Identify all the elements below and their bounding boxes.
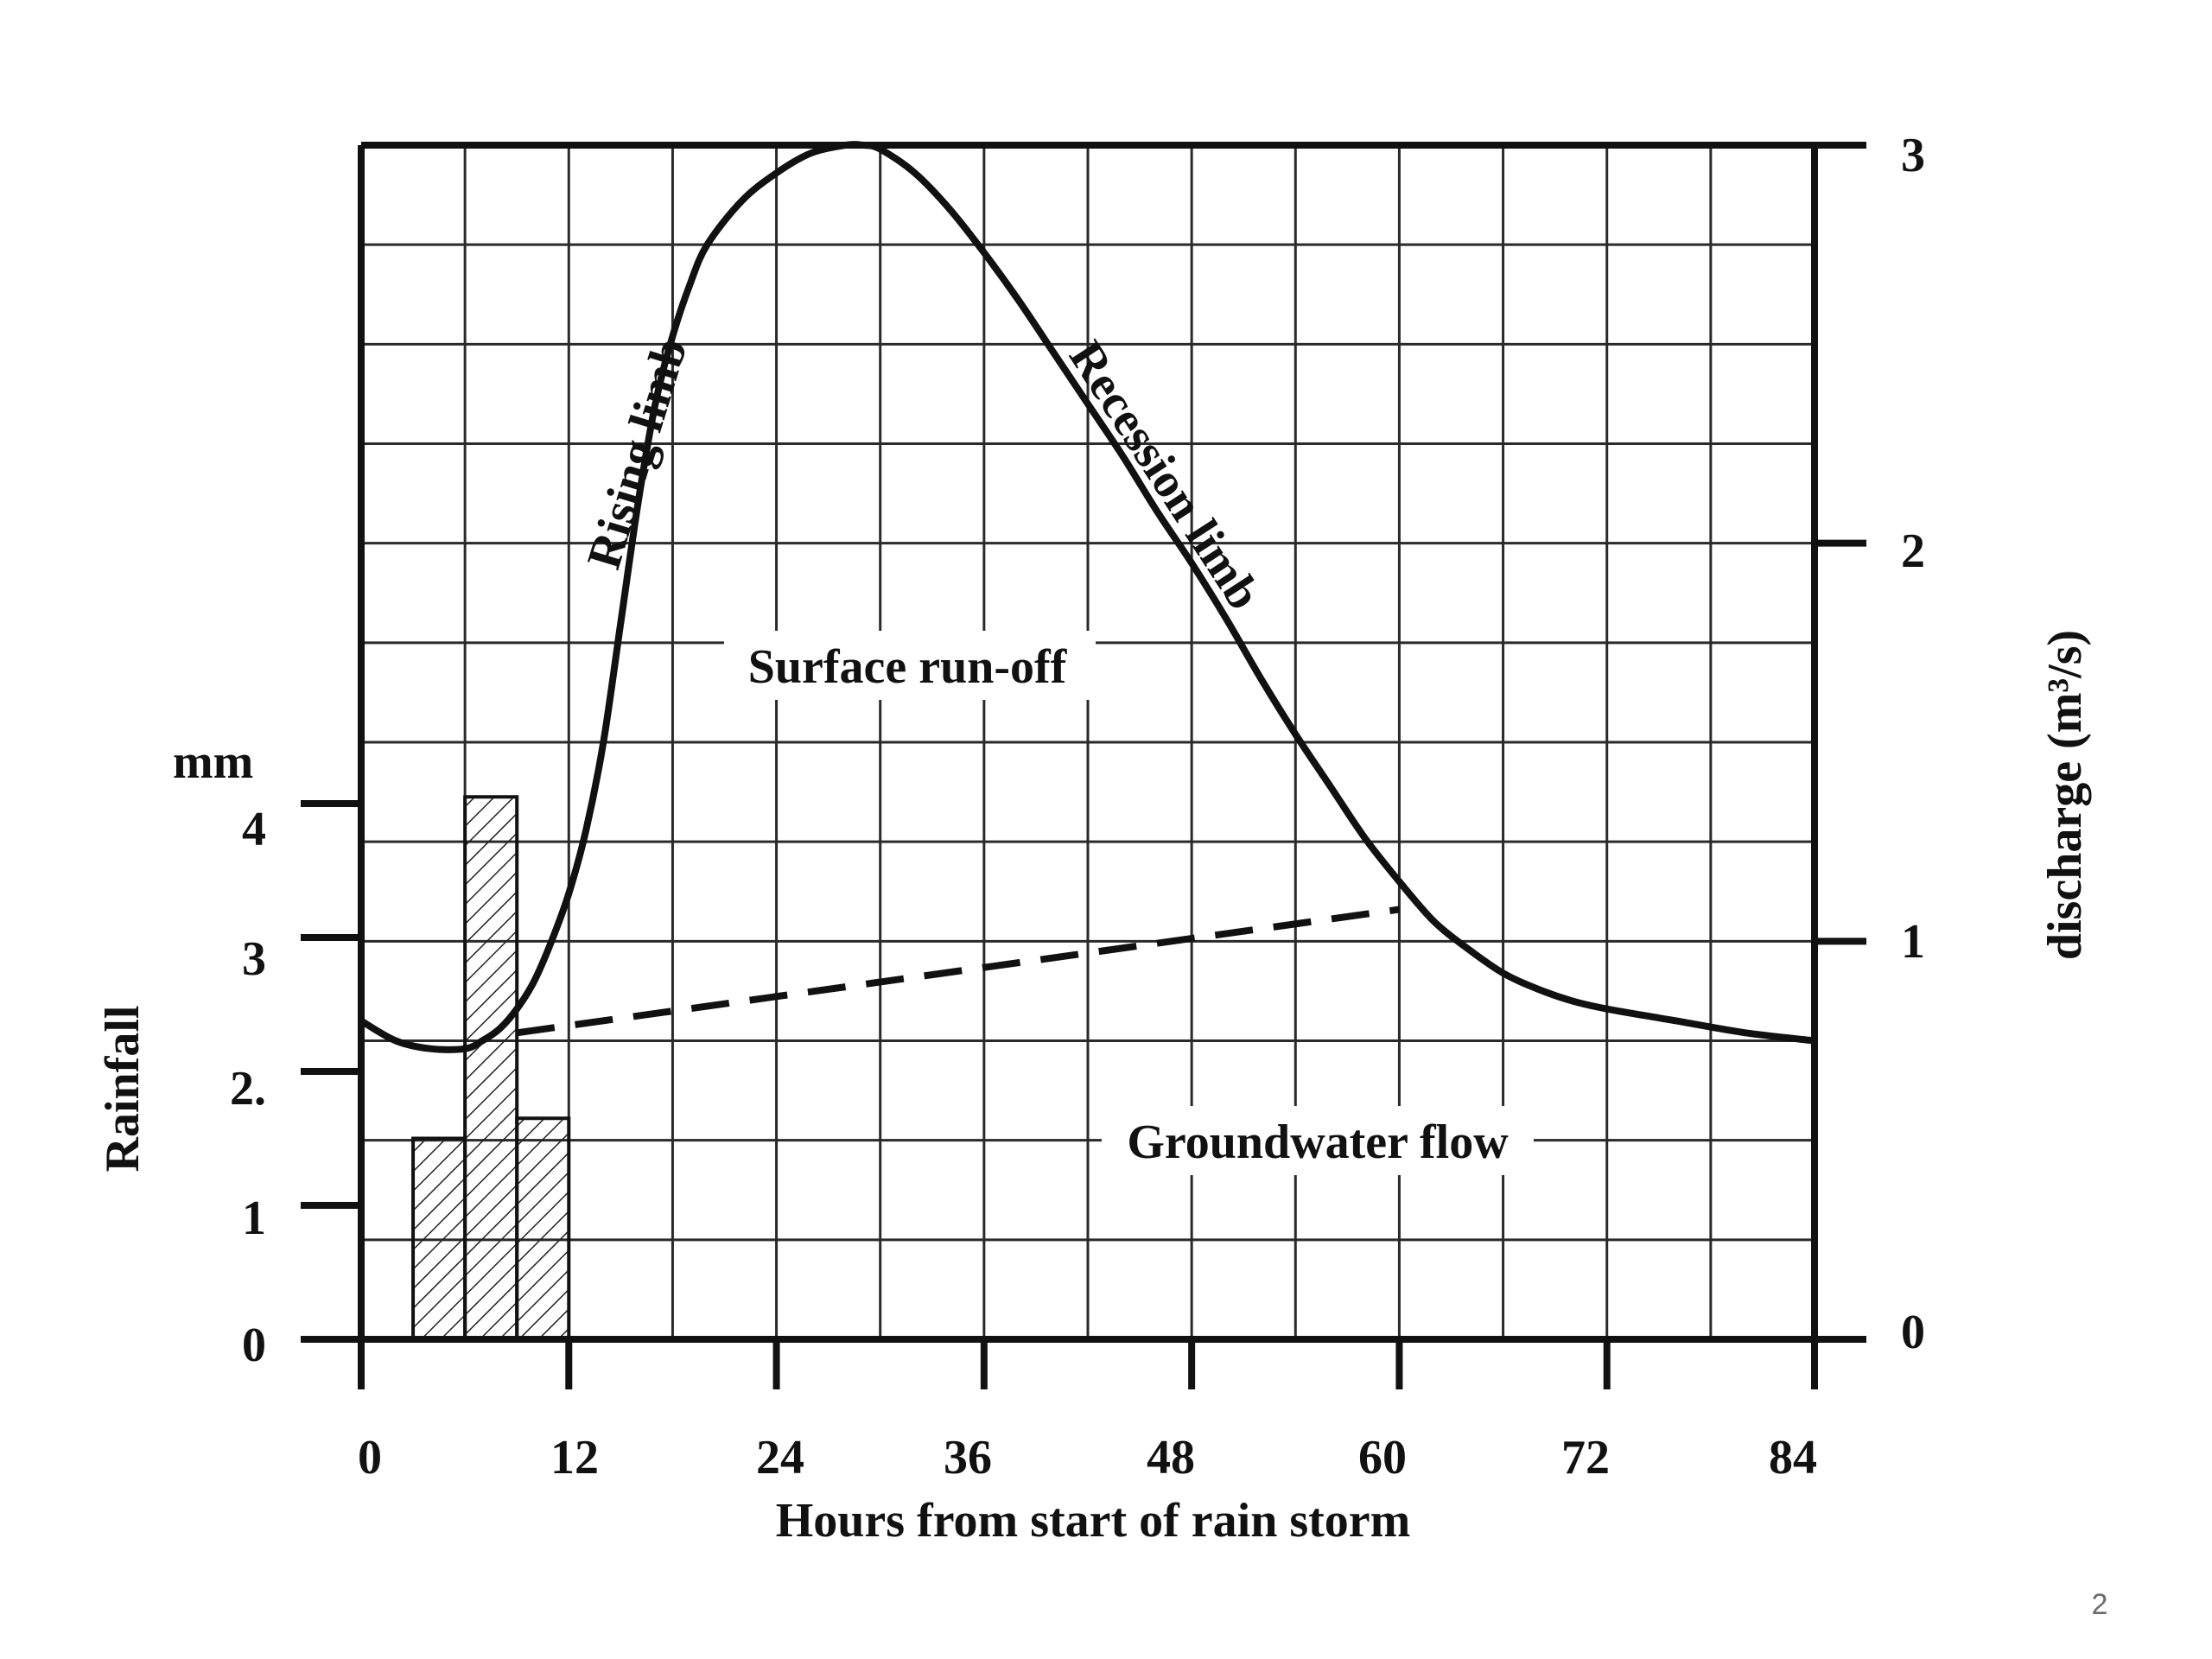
left-axis-unit: mm	[173, 735, 253, 789]
left-tick-label: 1	[242, 1192, 266, 1245]
grid	[361, 145, 1815, 1339]
x-tick-label: 0	[358, 1431, 382, 1484]
surface-runoff-label-bg	[724, 631, 1096, 700]
left-tick-label: 2.	[230, 1062, 266, 1116]
right-tick-label: 0	[1901, 1306, 1925, 1359]
rainfall-bar	[515, 1116, 571, 1341]
rainfall-bar	[463, 795, 519, 1341]
x-tick-label: 12	[550, 1431, 599, 1484]
annotation-rising-limb: Rising limb	[577, 332, 698, 575]
x-axis-title: Hours from start of rain storm	[776, 1494, 1411, 1548]
annotation-recession-limb: Recession limb	[1058, 332, 1271, 620]
rainfall-bar	[411, 1136, 467, 1341]
x-axis-tick-labels: 0 12 24 36 48 60 72 84	[358, 1431, 1817, 1484]
x-tick-label: 36	[944, 1431, 992, 1484]
left-tick-label: 0	[242, 1319, 266, 1372]
left-tick-label: 4	[242, 803, 266, 856]
x-tick-label: 84	[1769, 1431, 1817, 1484]
x-tick-label: 24	[756, 1431, 804, 1484]
right-axis-title: discharge (m³/s)	[2038, 630, 2092, 960]
discharge-hydrograph-line	[359, 141, 1815, 1053]
rainfall-bars	[411, 795, 571, 1341]
left-axis-title: Rainfall	[96, 1006, 149, 1173]
baseflow-separation-line	[516, 906, 1400, 1037]
plot-frame	[358, 142, 1818, 1343]
axis-ticks	[301, 142, 1866, 1389]
series	[359, 141, 1815, 1053]
annotation-groundwater-flow: Groundwater flow	[1127, 1116, 1509, 1169]
x-tick-label: 48	[1147, 1431, 1195, 1484]
left-axis-tick-labels: 0 1 2. 3 4	[230, 803, 266, 1372]
annotation-surface-runoff: Surface run-off	[748, 640, 1068, 694]
x-tick-label: 72	[1561, 1431, 1610, 1484]
page-number: 2	[2092, 1588, 2108, 1621]
right-tick-label: 3	[1901, 129, 1925, 182]
right-axis-tick-labels: 0 1 2 3	[1901, 129, 1925, 1359]
left-tick-label: 3	[242, 932, 266, 986]
right-tick-label: 1	[1901, 915, 1925, 969]
right-tick-label: 2	[1901, 524, 1925, 578]
groundwater-label-bg	[1102, 1106, 1534, 1175]
x-tick-label: 60	[1358, 1431, 1407, 1484]
